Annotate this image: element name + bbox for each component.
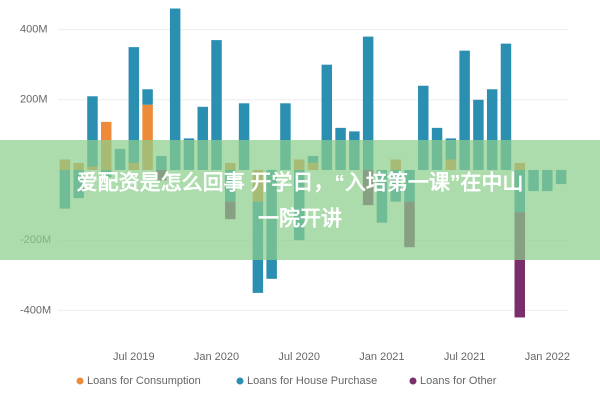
legend-marker	[409, 377, 417, 385]
bar	[486, 89, 498, 170]
bar	[280, 103, 291, 170]
bar	[500, 43, 512, 170]
banner-text: 爱配资是怎么回事 开学日，“入培第一课”在中山	[77, 171, 524, 195]
x-tick-label: Jul 2021	[444, 351, 486, 363]
bar	[211, 40, 222, 170]
bar	[321, 64, 333, 170]
bar	[87, 96, 98, 167]
legend-label: Loans for House Purchase	[247, 375, 377, 387]
bar	[362, 36, 374, 170]
x-tick-label: Jul 2020	[278, 351, 320, 363]
legend-marker	[236, 377, 244, 385]
bar	[197, 106, 208, 170]
bar	[128, 47, 140, 163]
x-tick-label: Jan 2022	[525, 351, 570, 363]
banner-text: 一院开讲	[258, 207, 342, 231]
bar	[238, 103, 250, 170]
bar	[169, 8, 181, 171]
x-tick-label: Jan 2021	[359, 351, 404, 363]
bar	[459, 50, 470, 170]
x-tick-label: Jan 2020	[194, 351, 239, 363]
legend-label: Loans for Consumption	[87, 375, 201, 387]
legend-label: Loans for Other	[420, 375, 497, 387]
x-tick-label: Jul 2019	[113, 351, 155, 363]
y-tick-label: -400M	[20, 304, 51, 316]
bar	[142, 104, 153, 170]
bar	[514, 212, 525, 318]
bar	[418, 85, 429, 170]
y-tick-label: 400M	[20, 23, 48, 35]
legend-marker	[76, 377, 84, 385]
banner	[0, 140, 600, 260]
bar	[142, 89, 153, 105]
bar	[473, 99, 484, 170]
y-tick-label: 200M	[20, 94, 48, 106]
